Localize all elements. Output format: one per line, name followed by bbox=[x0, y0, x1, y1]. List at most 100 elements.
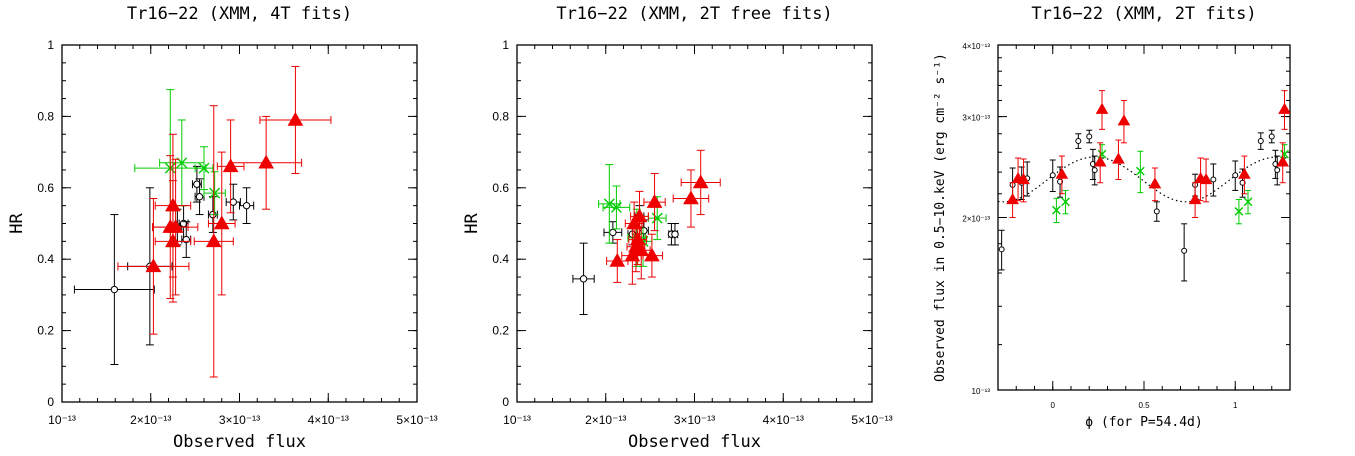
data-point-triangle bbox=[680, 149, 721, 216]
circle-marker bbox=[229, 198, 237, 206]
data-point-triangle bbox=[1238, 155, 1251, 195]
x-tick-label: 2×10⁻¹³ bbox=[585, 413, 626, 427]
y-axis-label: HR bbox=[7, 213, 27, 234]
cross-marker bbox=[1234, 206, 1244, 216]
data-point-cross bbox=[194, 146, 214, 191]
circle-marker bbox=[1257, 137, 1264, 144]
data-point-circle bbox=[73, 214, 155, 366]
cross-marker bbox=[651, 212, 663, 224]
y-tick-label: 0 bbox=[502, 395, 509, 409]
x-tick-label: 1 bbox=[1233, 401, 1238, 410]
data-point-circle bbox=[572, 242, 595, 316]
x-tick-label: 3×10⁻¹³ bbox=[219, 413, 260, 427]
x-tick-label: 10⁻¹³ bbox=[48, 413, 76, 427]
y-tick-label: 0.6 bbox=[492, 181, 509, 195]
y-tick-label: 1 bbox=[47, 38, 54, 52]
data-point-circle bbox=[225, 183, 241, 221]
y-tick-label: 0.8 bbox=[37, 109, 54, 123]
triangle-marker bbox=[683, 190, 699, 205]
triangle-marker bbox=[1117, 114, 1131, 126]
x-tick-label: 0 bbox=[1051, 401, 1056, 410]
y-axis-label: HR bbox=[462, 213, 482, 234]
circle-marker bbox=[609, 228, 617, 237]
y-tick-label: 0.2 bbox=[492, 324, 509, 338]
data-point-cross bbox=[1061, 189, 1070, 215]
cross-marker bbox=[1052, 205, 1061, 215]
data-point-circle bbox=[1091, 155, 1098, 186]
data-point-triangle bbox=[1276, 142, 1290, 184]
data-point-circle bbox=[670, 223, 679, 246]
data-point-circle bbox=[1181, 223, 1188, 282]
x-axis-label: Observed flux bbox=[173, 432, 306, 452]
triangle-marker bbox=[287, 111, 304, 126]
triangle-marker bbox=[1238, 167, 1251, 179]
triangle-marker bbox=[1017, 173, 1030, 185]
series-triangle bbox=[606, 149, 721, 285]
y-tick-label: 2×10⁻¹³ bbox=[962, 215, 990, 224]
plot-area bbox=[73, 65, 332, 378]
circle-marker bbox=[671, 230, 679, 238]
circle-marker bbox=[110, 285, 119, 294]
triangle-marker bbox=[1276, 155, 1290, 167]
circle-marker bbox=[1268, 133, 1275, 140]
plot-area bbox=[998, 90, 1290, 282]
data-point-circle bbox=[1049, 159, 1056, 193]
data-point-circle bbox=[1257, 132, 1264, 150]
data-point-triangle bbox=[631, 221, 651, 280]
triangle-marker bbox=[167, 219, 184, 233]
data-point-circle bbox=[1075, 133, 1082, 149]
y-tick-label: 0.6 bbox=[37, 181, 54, 195]
chart-title: Tr16−22 (XMM, 2T free fits) bbox=[556, 4, 832, 24]
triangle-marker bbox=[205, 233, 222, 248]
circle-marker bbox=[1232, 172, 1239, 179]
plot-frame bbox=[997, 44, 1291, 391]
data-point-triangle bbox=[154, 133, 192, 278]
cross-marker bbox=[176, 157, 188, 169]
data-point-cross bbox=[1052, 197, 1061, 224]
data-point-triangle bbox=[1199, 158, 1213, 203]
triangle-marker bbox=[692, 174, 709, 189]
axes bbox=[61, 44, 418, 403]
cross-marker bbox=[209, 187, 221, 199]
x-tick-label: 4×10⁻¹³ bbox=[763, 413, 804, 427]
data-point-triangle bbox=[259, 65, 332, 175]
triangle-marker bbox=[1148, 177, 1162, 189]
data-point-circle bbox=[1274, 155, 1281, 186]
data-point-circle bbox=[1268, 129, 1275, 144]
data-point-cross bbox=[1097, 144, 1107, 165]
data-point-circle bbox=[603, 221, 623, 244]
data-point-cross bbox=[1234, 199, 1244, 225]
data-point-triangle bbox=[193, 105, 234, 378]
x-tick-label: 4×10⁻¹³ bbox=[308, 413, 349, 427]
plot-frame bbox=[516, 44, 873, 403]
triangle-marker bbox=[1093, 155, 1107, 167]
triangle-marker bbox=[1055, 167, 1069, 179]
y-tick-label: 1 bbox=[502, 38, 509, 52]
data-point-triangle bbox=[1148, 167, 1162, 202]
cross-marker bbox=[610, 201, 622, 213]
chart-panel-3: Tr16−22 (XMM, 2T fits) ϕ (for P=54.4d) Obs… bbox=[933, 4, 1291, 430]
circle-marker bbox=[195, 193, 204, 201]
data-point-triangle bbox=[672, 169, 710, 228]
circle-marker bbox=[640, 226, 648, 235]
plot-frame bbox=[61, 44, 418, 403]
data-point-triangle bbox=[1093, 142, 1107, 184]
triangle-marker bbox=[165, 197, 181, 212]
data-point-triangle bbox=[1112, 139, 1125, 180]
data-point-triangle bbox=[640, 233, 664, 278]
circle-marker bbox=[1057, 178, 1064, 185]
circle-marker bbox=[998, 246, 1005, 253]
data-point-cross bbox=[1135, 150, 1145, 194]
triangle-marker bbox=[145, 258, 162, 273]
data-point-triangle bbox=[1017, 158, 1030, 203]
data-point-cross bbox=[159, 119, 205, 207]
circle-marker bbox=[1153, 208, 1160, 215]
cross-marker bbox=[1097, 149, 1107, 159]
y-tick-label: 0.4 bbox=[37, 252, 54, 266]
series-cross bbox=[1052, 144, 1289, 225]
x-tick-label: 5×10⁻¹³ bbox=[396, 413, 437, 427]
data-point-triangle bbox=[1278, 90, 1290, 130]
x-tick-label: 0.5 bbox=[1138, 401, 1150, 410]
circle-marker bbox=[579, 275, 588, 283]
